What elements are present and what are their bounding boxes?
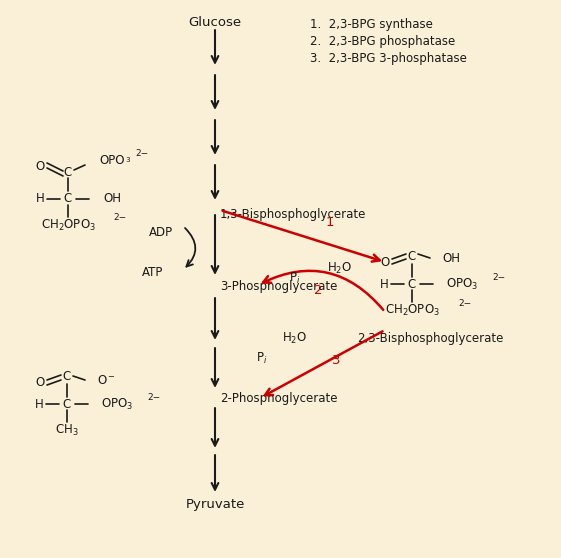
Text: O: O — [380, 256, 390, 268]
Text: 2−: 2− — [113, 214, 126, 223]
Text: 3-Phosphoglycerate: 3-Phosphoglycerate — [220, 280, 337, 293]
Text: OPO$_3$: OPO$_3$ — [446, 276, 478, 291]
Text: 2−: 2− — [492, 272, 505, 281]
Text: H: H — [380, 277, 388, 291]
Text: H: H — [36, 193, 44, 205]
Text: O: O — [35, 377, 45, 389]
Text: $_3$: $_3$ — [125, 155, 131, 165]
Text: 1,3-Bisphosphoglycerate: 1,3-Bisphosphoglycerate — [220, 208, 366, 221]
Text: C: C — [63, 397, 71, 411]
Text: O: O — [35, 161, 45, 174]
Text: C: C — [408, 277, 416, 291]
Text: CH$_3$: CH$_3$ — [55, 422, 79, 437]
Text: P$_i$: P$_i$ — [256, 350, 268, 365]
Text: ADP: ADP — [149, 225, 173, 238]
Text: 1.  2,3-BPG synthase: 1. 2,3-BPG synthase — [310, 18, 433, 31]
Text: H$_2$O: H$_2$O — [282, 330, 307, 345]
Text: OPO: OPO — [99, 153, 125, 166]
Text: C: C — [63, 371, 71, 383]
Text: 2.  2,3-BPG phosphatase: 2. 2,3-BPG phosphatase — [310, 35, 455, 48]
Text: H$_2$O: H$_2$O — [328, 261, 352, 276]
Text: OH: OH — [103, 193, 121, 205]
Text: C: C — [64, 166, 72, 180]
Text: 2: 2 — [314, 283, 322, 296]
Text: OPO$_3$: OPO$_3$ — [101, 396, 133, 412]
Text: 2−: 2− — [135, 148, 148, 157]
Text: Pyruvate: Pyruvate — [185, 498, 245, 511]
Text: 2−: 2− — [147, 392, 160, 402]
Text: O$^-$: O$^-$ — [97, 373, 116, 387]
Text: CH$_2$OPO$_3$: CH$_2$OPO$_3$ — [40, 218, 95, 233]
Text: ATP: ATP — [141, 266, 163, 278]
Text: P$_i$: P$_i$ — [289, 271, 301, 286]
Text: C: C — [64, 193, 72, 205]
Text: C: C — [408, 249, 416, 262]
Text: 2,3-Bisphosphoglycerate: 2,3-Bisphosphoglycerate — [357, 332, 503, 345]
Text: H: H — [35, 397, 43, 411]
Text: 1: 1 — [326, 215, 334, 228]
Text: CH$_2$OPO$_3$: CH$_2$OPO$_3$ — [384, 302, 439, 318]
Text: 2−: 2− — [458, 299, 471, 307]
Text: OH: OH — [442, 252, 460, 264]
Text: 3: 3 — [332, 354, 341, 367]
Text: 2-Phosphoglycerate: 2-Phosphoglycerate — [220, 392, 338, 405]
Text: 3.  2,3-BPG 3-phosphatase: 3. 2,3-BPG 3-phosphatase — [310, 52, 467, 65]
Text: Glucose: Glucose — [188, 16, 242, 29]
